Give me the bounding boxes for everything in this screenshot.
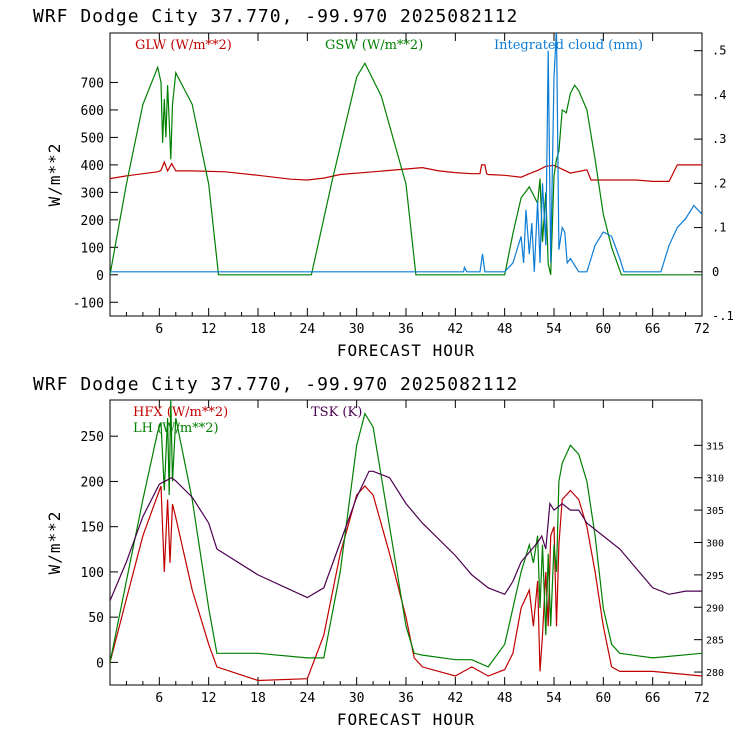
y2-tick-label: -.1	[712, 309, 734, 323]
series-line-1	[110, 400, 702, 668]
y2-tick-label: 305	[706, 506, 724, 517]
y2-tick-label: .4	[712, 88, 726, 102]
y-tick-label: 100	[81, 566, 104, 581]
y-tick-label: 600	[81, 104, 104, 119]
x-tick-label: 18	[250, 691, 266, 706]
legend-entry: GSW (W/m**2)	[325, 38, 423, 53]
y-tick-label: 250	[81, 430, 104, 445]
x-tick-label: 60	[596, 691, 612, 706]
legend-entry: TSK (K)	[311, 405, 362, 420]
legend-entry: GLW (W/m**2)	[135, 38, 232, 53]
x-axis-label: FORECAST HOUR	[337, 710, 475, 729]
x-tick-label: 6	[155, 322, 163, 337]
y-tick-label: 300	[81, 186, 104, 201]
y2-tick-label: 285	[706, 636, 724, 647]
y-tick-label: -100	[73, 296, 104, 311]
x-tick-label: 66	[645, 691, 661, 706]
x-tick-label: 18	[250, 322, 266, 337]
x-tick-label: 30	[349, 691, 365, 706]
y-axis-label: W/m**2	[45, 143, 64, 207]
y2-tick-label: .1	[712, 221, 726, 235]
x-tick-label: 48	[497, 322, 513, 337]
chart-panel-top: WRF Dodge City 37.770, -99.970 202508211…	[33, 6, 734, 360]
x-tick-label: 36	[398, 691, 414, 706]
y-tick-label: 400	[81, 159, 104, 174]
y-tick-label: 200	[81, 475, 104, 490]
y2-tick-label: 280	[706, 668, 724, 679]
x-tick-label: 24	[300, 691, 316, 706]
x-axis-label: FORECAST HOUR	[337, 341, 475, 360]
y-tick-label: 50	[88, 611, 104, 626]
y-axis-label: W/m**2	[45, 511, 64, 575]
chart-panel-bottom: WRF Dodge City 37.770, -99.970 202508211…	[33, 374, 724, 729]
y2-tick-label: 290	[706, 603, 724, 614]
y-tick-label: 0	[96, 269, 104, 284]
x-tick-label: 36	[398, 322, 414, 337]
series-line-0	[110, 485, 702, 682]
x-tick-label: 66	[645, 322, 661, 337]
x-tick-label: 30	[349, 322, 365, 337]
y2-tick-label: .3	[712, 132, 726, 146]
legend-entry: LH (W/m**2)	[133, 421, 219, 436]
x-tick-label: 54	[546, 691, 562, 706]
x-tick-label: 42	[448, 691, 464, 706]
series-line-2	[110, 33, 702, 273]
chart-title: WRF Dodge City 37.770, -99.970 202508211…	[33, 374, 518, 395]
series-line-1	[110, 61, 702, 276]
y-tick-label: 0	[96, 656, 104, 671]
x-tick-label: 12	[201, 322, 217, 337]
legend-entry: HFX (W/m**2)	[133, 405, 228, 420]
chart-title: WRF Dodge City 37.770, -99.970 202508211…	[33, 6, 518, 27]
x-tick-label: 48	[497, 691, 513, 706]
legend-entry: Integrated cloud (mm)	[494, 38, 643, 53]
y2-tick-label: .2	[712, 176, 726, 190]
series-line-0	[110, 160, 702, 182]
x-tick-label: 54	[546, 322, 562, 337]
y2-tick-label: 310	[706, 474, 724, 485]
y-tick-label: 150	[81, 521, 104, 536]
x-tick-label: 24	[300, 322, 316, 337]
y-tick-label: 100	[81, 241, 104, 256]
plot-frame	[109, 32, 703, 317]
x-tick-label: 72	[694, 322, 710, 337]
y2-tick-label: 0	[712, 265, 719, 279]
series-line-2	[110, 470, 702, 602]
x-tick-label: 12	[201, 691, 217, 706]
x-tick-label: 72	[694, 691, 710, 706]
x-tick-label: 42	[448, 322, 464, 337]
x-tick-label: 60	[596, 322, 612, 337]
y2-tick-label: .5	[712, 44, 726, 58]
y2-tick-label: 295	[706, 571, 724, 582]
y-tick-label: 700	[81, 76, 104, 91]
x-tick-label: 6	[155, 691, 163, 706]
y2-tick-label: 315	[706, 441, 724, 452]
y-tick-label: 500	[81, 131, 104, 146]
y2-tick-label: 300	[706, 539, 724, 550]
y-tick-label: 200	[81, 214, 104, 229]
